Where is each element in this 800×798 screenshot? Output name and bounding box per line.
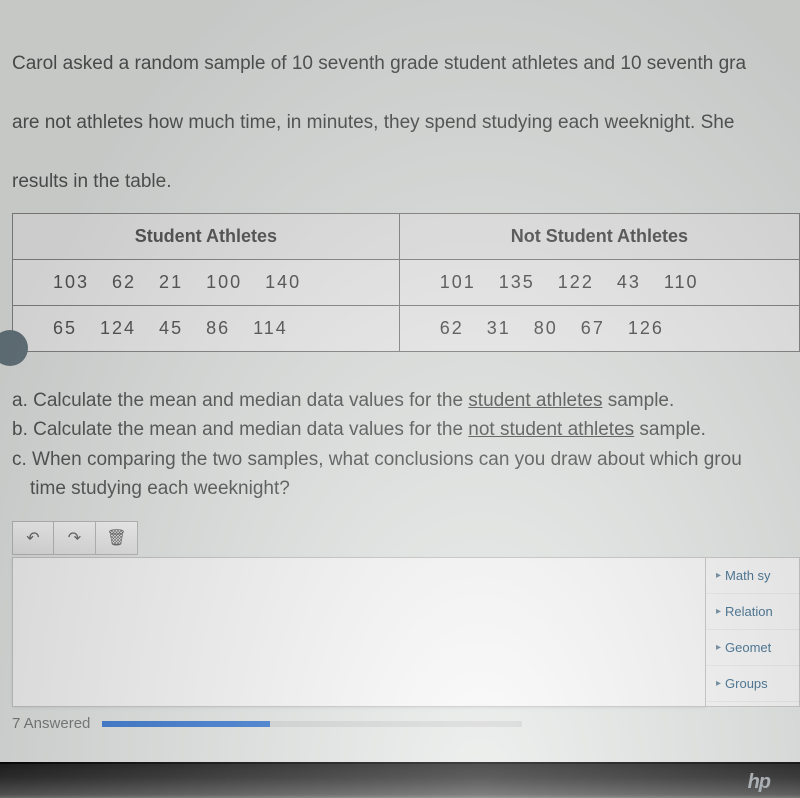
part-c-line2: time studying each weeknight? — [12, 474, 800, 503]
trash-icon: 🗑 — [106, 528, 126, 548]
editor-toolbar: ↶ ↷ 🗑 — [12, 521, 800, 555]
symbol-panel: ▸ Math sy ▸ Relation ▸ Geomet ▸ Groups — [706, 557, 800, 707]
part-b: b. Calculate the mean and median data va… — [12, 415, 800, 444]
chevron-right-icon: ▸ — [716, 678, 721, 689]
col-header-athletes: Student Athletes — [13, 213, 400, 259]
question-parts: a. Calculate the mean and median data va… — [12, 386, 800, 504]
panel-item-math[interactable]: ▸ Math sy — [706, 558, 799, 594]
part-b-after: sample. — [634, 419, 706, 440]
panel-item-geometry[interactable]: ▸ Geomet — [706, 630, 799, 666]
panel-label: Relation — [725, 604, 773, 619]
col-header-not-athletes: Not Student Athletes — [399, 213, 799, 259]
panel-label: Groups — [725, 676, 768, 691]
part-c-line1: c. When comparing the two samples, what … — [12, 445, 800, 474]
part-a-underline: student athletes — [468, 390, 602, 411]
cell-athletes-row1: 103 62 21 100 140 — [13, 259, 400, 305]
undo-button[interactable]: ↶ — [12, 521, 54, 555]
answered-count: 7 Answered — [12, 715, 90, 732]
part-a-prefix: a. — [12, 390, 33, 411]
cell-not-athletes-row1: 101 135 122 43 110 — [399, 259, 799, 305]
part-a: a. Calculate the mean and median data va… — [12, 386, 800, 415]
data-table: Student Athletes Not Student Athletes 10… — [12, 213, 800, 352]
chevron-right-icon: ▸ — [716, 642, 721, 653]
intro-line-2: are not athletes how much time, in minut… — [12, 112, 734, 133]
part-b-before: Calculate the mean and median data value… — [33, 419, 468, 440]
chevron-right-icon: ▸ — [716, 570, 721, 581]
answer-input[interactable] — [12, 557, 706, 707]
question-intro: Carol asked a random sample of 10 sevent… — [12, 20, 800, 197]
progress-bar — [102, 721, 522, 727]
part-b-underline: not student athletes — [468, 419, 634, 440]
answer-area: ▸ Math sy ▸ Relation ▸ Geomet ▸ Groups — [12, 557, 800, 707]
panel-label: Math sy — [725, 568, 771, 583]
monitor-bezel — [0, 762, 800, 798]
table-row: 103 62 21 100 140 101 135 122 43 110 — [13, 259, 800, 305]
part-a-before: Calculate the mean and median data value… — [33, 390, 468, 411]
redo-button[interactable]: ↷ — [54, 521, 96, 555]
question-content: Carol asked a random sample of 10 sevent… — [0, 0, 800, 732]
hp-logo: hp — [748, 771, 770, 794]
chevron-right-icon: ▸ — [716, 606, 721, 617]
footer: 7 Answered — [12, 715, 800, 732]
trash-button[interactable]: 🗑 — [96, 521, 138, 555]
panel-item-relations[interactable]: ▸ Relation — [706, 594, 799, 630]
cell-athletes-row2: 65 124 45 86 114 — [13, 305, 400, 351]
cell-not-athletes-row2: 62 31 80 67 126 — [399, 305, 799, 351]
intro-line-3: results in the table. — [12, 171, 171, 192]
panel-item-groups[interactable]: ▸ Groups — [706, 666, 799, 702]
undo-icon: ↶ — [26, 528, 39, 548]
progress-fill — [102, 721, 270, 727]
intro-line-1: Carol asked a random sample of 10 sevent… — [12, 53, 746, 74]
panel-label: Geomet — [725, 640, 771, 655]
table-row: 65 124 45 86 114 62 31 80 67 126 — [13, 305, 800, 351]
redo-icon: ↷ — [68, 528, 81, 548]
part-b-prefix: b. — [12, 419, 33, 440]
part-a-after: sample. — [602, 390, 674, 411]
